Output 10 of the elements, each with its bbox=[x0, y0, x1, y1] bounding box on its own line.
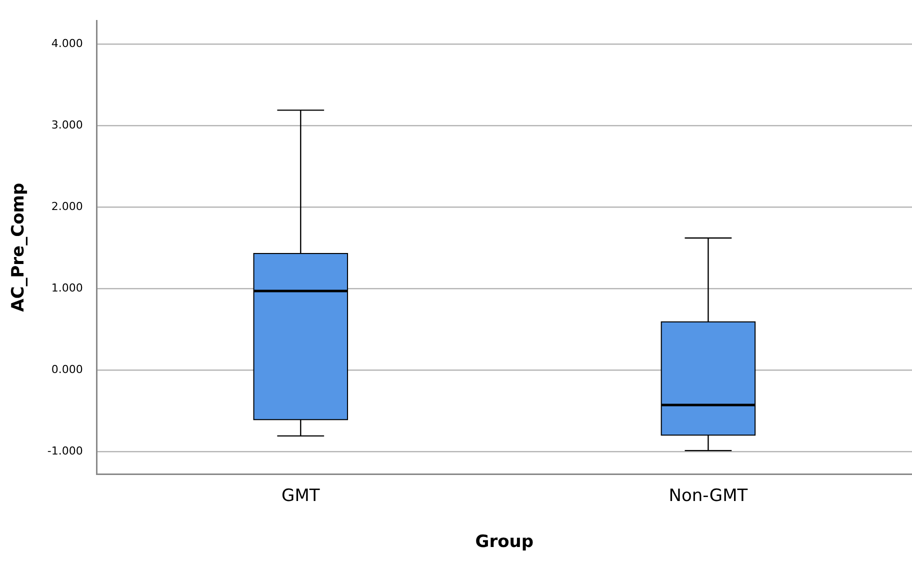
x-axis-title: Group bbox=[475, 532, 534, 552]
x-tick-label: GMT bbox=[282, 486, 320, 506]
y-tick-label: 1.000 bbox=[51, 281, 83, 294]
y-tick-label: 2.000 bbox=[51, 200, 83, 213]
y-axis-title: AC_Pre_Comp bbox=[8, 182, 29, 312]
y-tick-label: 4.000 bbox=[51, 37, 83, 50]
y-tick-label: -1.000 bbox=[47, 444, 83, 458]
y-tick-label: 3.000 bbox=[51, 118, 83, 132]
y-tick-label: 0.000 bbox=[51, 362, 83, 376]
x-tick-label: Non-GMT bbox=[668, 486, 748, 506]
